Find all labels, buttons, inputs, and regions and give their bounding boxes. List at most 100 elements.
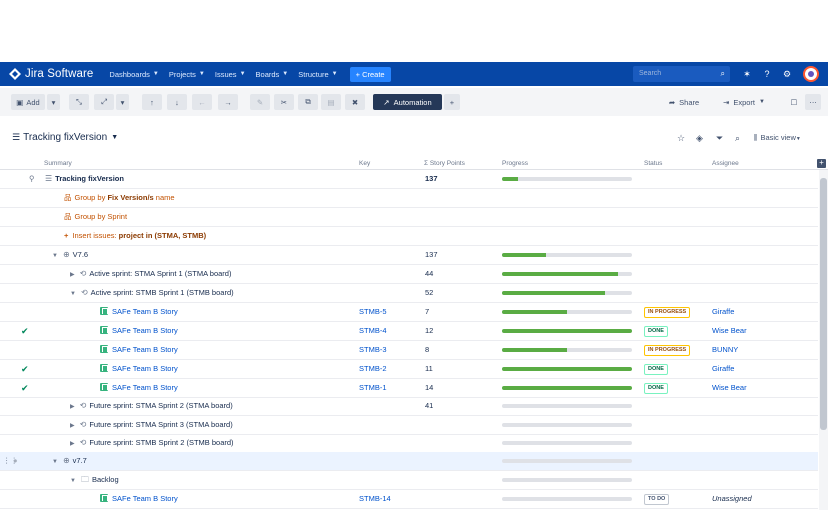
row-summary-link[interactable]: SAFe Team B Story bbox=[112, 494, 178, 503]
row-summary-link[interactable]: SAFe Team B Story bbox=[112, 307, 178, 316]
table-row[interactable]: ▼ ⊕ V7.6 137 bbox=[0, 246, 818, 265]
table-row[interactable]: SAFe Team B Story STMB-3 8 IN PROGRESS B… bbox=[0, 341, 818, 360]
assignee-link[interactable]: Wise Bear bbox=[712, 326, 747, 335]
vertical-scrollbar[interactable] bbox=[819, 170, 828, 510]
nav-structure[interactable]: Structure ▼ bbox=[293, 62, 342, 86]
issue-key-link[interactable]: STMB-5 bbox=[359, 307, 387, 316]
table-row[interactable]: SAFe Team B Story STMB-5 7 IN PROGRESS G… bbox=[0, 303, 818, 322]
nav-boards[interactable]: Boards ▼ bbox=[251, 62, 294, 86]
row-summary[interactable]: SAFe Team B Story bbox=[100, 490, 178, 508]
issue-key-link[interactable]: STMB-1 bbox=[359, 383, 387, 392]
search-input[interactable]: Search ⌕ bbox=[633, 66, 730, 82]
move-up-button[interactable]: ↑ bbox=[142, 94, 162, 110]
copy-button[interactable]: ⧉ bbox=[298, 94, 318, 110]
status-badge[interactable]: TO DO bbox=[644, 494, 670, 505]
search-icon[interactable]: ⌕ bbox=[735, 133, 741, 143]
notifications-icon[interactable]: ✶ bbox=[743, 69, 751, 79]
expand-arrow-icon[interactable]: ▶ bbox=[70, 272, 75, 278]
table-row[interactable]: ✔ SAFe Team B Story STMB-1 14 DONE Wise … bbox=[0, 379, 818, 398]
table-row[interactable]: + Insert issues: project in (STMA, STMB) bbox=[0, 227, 818, 246]
nav-dashboards[interactable]: Dashboards ▼ bbox=[104, 62, 163, 86]
assignee-link[interactable]: Giraffe bbox=[712, 307, 735, 316]
outdent-button[interactable]: ← bbox=[192, 94, 212, 110]
column-key[interactable]: Key bbox=[359, 160, 371, 167]
expand-arrow-icon[interactable]: ▶ bbox=[70, 423, 75, 429]
issue-key-link[interactable]: STMB-2 bbox=[359, 364, 387, 373]
table-row[interactable]: ▶ ⟲ Future sprint: STMA Sprint 2 (STMA boa… bbox=[0, 397, 818, 416]
table-row[interactable]: ▶ ⟲ Active sprint: STMA Sprint 1 (STMA boa… bbox=[0, 265, 818, 284]
row-summary-link[interactable]: SAFe Team B Story bbox=[112, 326, 178, 335]
automation-button[interactable]: ↗ Automation bbox=[373, 94, 442, 110]
status-badge[interactable]: DONE bbox=[644, 364, 668, 375]
status-badge[interactable]: IN PROGRESS bbox=[644, 307, 691, 318]
add-automation-button[interactable]: + bbox=[444, 94, 460, 110]
share-button[interactable]: ➦ Share bbox=[664, 94, 704, 110]
row-summary[interactable]: SAFe Team B Story bbox=[100, 341, 178, 359]
table-row[interactable]: SAFe Team B Story STMB-14 TO DO Unassign… bbox=[0, 490, 818, 509]
collapse-arrow-icon[interactable]: ▼ bbox=[70, 478, 76, 484]
column-status[interactable]: Status bbox=[644, 160, 663, 167]
drag-handle-icon[interactable]: ⋮⋮ bbox=[3, 456, 18, 465]
filter-icon[interactable]: ⏷ bbox=[716, 133, 724, 143]
paste-button[interactable]: ▤ bbox=[321, 94, 341, 110]
assignee-link[interactable]: Giraffe bbox=[712, 364, 735, 373]
table-row[interactable]: ▶ ⟲ Future sprint: STMB Sprint 2 (STMB boa… bbox=[0, 434, 818, 453]
assignee-link[interactable]: Wise Bear bbox=[712, 383, 747, 392]
column-summary[interactable]: Summary bbox=[44, 160, 72, 167]
table-row[interactable]: ▼ 🗀 Backlog bbox=[0, 471, 818, 490]
user-avatar[interactable] bbox=[803, 66, 819, 82]
expand-button[interactable]: ⤢ bbox=[94, 94, 114, 110]
scrollbar-thumb[interactable] bbox=[820, 178, 827, 430]
assignee-value[interactable]: Unassigned bbox=[712, 494, 752, 503]
panel-toggle-button[interactable]: ☐ bbox=[786, 94, 802, 110]
edit-button[interactable]: ✎ bbox=[250, 94, 270, 110]
issue-key-link[interactable]: STMB-3 bbox=[359, 345, 387, 354]
column-progress[interactable]: Progress bbox=[502, 160, 529, 167]
assignee-link[interactable]: BUNNY bbox=[712, 345, 739, 354]
move-down-button[interactable]: ↓ bbox=[167, 94, 187, 110]
cut-button[interactable]: ✂ bbox=[274, 94, 294, 110]
table-row[interactable]: ✔ SAFe Team B Story STMB-2 11 DONE Giraf… bbox=[0, 360, 818, 379]
status-badge[interactable]: DONE bbox=[644, 383, 668, 394]
nav-issues[interactable]: Issues ▼ bbox=[210, 62, 251, 86]
column-assignee[interactable]: Assignee bbox=[712, 160, 739, 167]
row-summary[interactable]: SAFe Team B Story bbox=[100, 303, 178, 321]
collapse-button[interactable]: ⤡ bbox=[69, 94, 89, 110]
more-button[interactable]: ⋯ bbox=[805, 94, 821, 110]
settings-gear-icon[interactable]: ⚙ bbox=[782, 69, 792, 79]
view-selector[interactable]: ⫼ Basic view▼ bbox=[754, 133, 801, 143]
status-badge[interactable]: IN PROGRESS bbox=[644, 345, 691, 356]
expand-dropdown-button[interactable]: ▾ bbox=[116, 94, 129, 110]
issue-key-link[interactable]: STMB-4 bbox=[359, 326, 387, 335]
row-summary[interactable]: SAFe Team B Story bbox=[100, 360, 178, 378]
nav-projects[interactable]: Projects ▼ bbox=[164, 62, 210, 86]
add-column-button[interactable]: + bbox=[817, 159, 826, 168]
row-summary-link[interactable]: SAFe Team B Story bbox=[112, 345, 178, 354]
collapse-arrow-icon[interactable]: ▼ bbox=[52, 459, 58, 465]
table-row[interactable]: ✔ SAFe Team B Story STMB-4 12 DONE Wise … bbox=[0, 322, 818, 341]
table-row[interactable]: 品 Group by Sprint bbox=[0, 208, 818, 227]
row-summary[interactable]: SAFe Team B Story bbox=[100, 379, 178, 397]
table-row[interactable]: 品 Group by Fix Version/s name bbox=[0, 189, 818, 208]
table-row[interactable]: ⚲ ☰ Tracking fixVersion 137 bbox=[0, 170, 818, 189]
layers-icon[interactable]: ◈ bbox=[696, 133, 703, 143]
collapse-arrow-icon[interactable]: ▼ bbox=[52, 253, 58, 259]
row-summary-link[interactable]: SAFe Team B Story bbox=[112, 364, 178, 373]
jira-logo[interactable]: Jira Software bbox=[9, 68, 93, 80]
add-dropdown-button[interactable]: ▾ bbox=[47, 94, 60, 110]
row-summary[interactable]: SAFe Team B Story bbox=[100, 322, 178, 340]
row-summary-link[interactable]: SAFe Team B Story bbox=[112, 383, 178, 392]
column-story-points[interactable]: Σ Story Points bbox=[424, 160, 465, 167]
table-row[interactable]: ⋮⋮ ● ▼ ⊕ v7.7 bbox=[0, 452, 818, 471]
delete-button[interactable]: ✖ bbox=[345, 94, 365, 110]
help-icon[interactable]: ? bbox=[764, 69, 770, 79]
star-icon[interactable]: ☆ bbox=[677, 133, 686, 143]
table-row[interactable]: ▼ ⟲ Active sprint: STMB Sprint 1 (STMB boa… bbox=[0, 284, 818, 303]
add-button[interactable]: ▣ Add bbox=[11, 94, 45, 110]
expand-arrow-icon[interactable]: ▶ bbox=[70, 404, 75, 410]
indent-button[interactable]: → bbox=[218, 94, 238, 110]
expand-arrow-icon[interactable]: ▶ bbox=[70, 441, 75, 447]
table-row[interactable]: ▶ ⟲ Future sprint: STMA Sprint 3 (STMA boa… bbox=[0, 416, 818, 435]
status-badge[interactable]: DONE bbox=[644, 326, 668, 337]
create-button[interactable]: + Create bbox=[349, 66, 391, 82]
